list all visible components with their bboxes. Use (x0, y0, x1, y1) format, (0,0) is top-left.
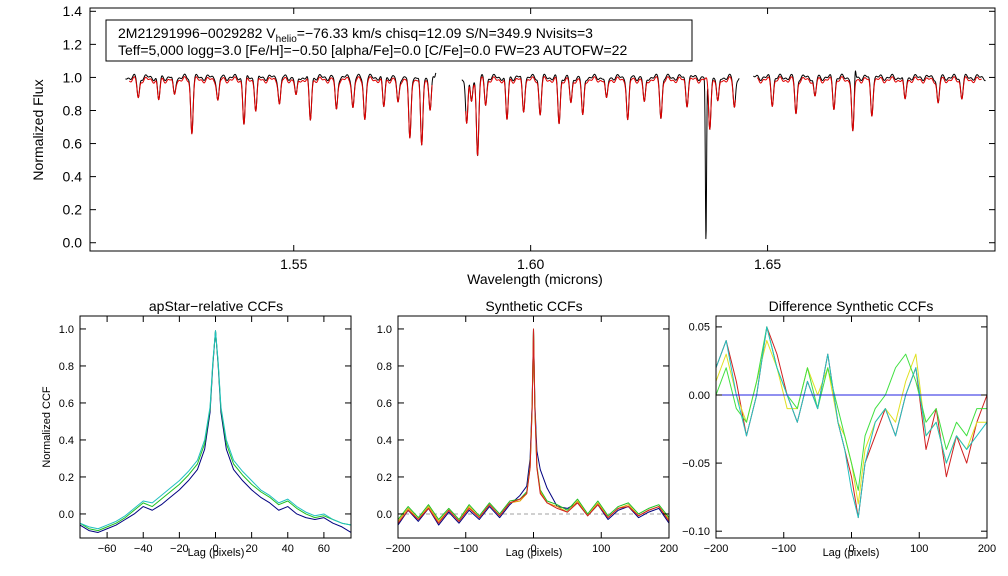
spectrum-panel: 1.55 1.60 1.65 0.0 0.2 0.4 0.6 0.8 1.0 1.2 1.4 2M2… (30, 3, 996, 287)
synthetic-ccf-ytick-label: 0.2 (377, 472, 392, 484)
apstar-ccf-xtick-label: −40 (134, 543, 153, 555)
spectrum-plot-area (125, 70, 986, 240)
spectrum-annotation-line2: Teff=5,000 logg=3.0 [Fe/H]=−0.50 [alpha/… (118, 42, 627, 58)
model-spectrum-line-chip-1 (128, 76, 433, 146)
observed-spectrum-line-chip-1 (125, 72, 437, 146)
synthetic-ccf-ticks: −200 −100 0 100 200 0.0 0.2 0.4 0.6 0.8 1.0 (377, 316, 678, 555)
synthetic-ccf-ytick-label: 1.0 (377, 324, 392, 336)
spectrum-xtick-label: 1.55 (280, 256, 307, 272)
difference-ccf-diff-4-line (715, 326, 988, 519)
apstar-ccf-ticks: −60 −40 −20 0 20 40 60 0.0 0.2 0.4 0.6 0.8 1.0 (59, 316, 351, 555)
annotation-star-id: 2M21291996−0029282 V (118, 25, 276, 41)
spectrum-x-axis-label: Wavelength (microns) (467, 271, 603, 287)
difference-ccf-ytick-label: −0.05 (682, 458, 710, 470)
apstar-ccf-axes-frame (79, 315, 352, 539)
synthetic-ccf-title: Synthetic CCFs (485, 298, 582, 314)
difference-ccf-ytick-label: 0.00 (689, 390, 710, 402)
spectrum-ytick-label: 0.6 (63, 135, 83, 151)
spectrum-xtick-label: 1.60 (517, 256, 544, 272)
synthetic-ccf-x-axis-label: Lag (pixels) (506, 547, 563, 559)
spectrum-ytick-label: 0.8 (63, 102, 83, 118)
difference-ccf-ticks: −200 −100 0 100 200 0.05 0.00 −0.05 −0.10 (682, 316, 996, 555)
synthetic-ccf-ytick-label: 0.4 (377, 435, 392, 447)
annotation-line1-values: =−76.33 km/s chisq=12.09 S/N=349.9 Nvisi… (297, 25, 593, 41)
difference-ccf-x-axis-label: Lag (pixels) (823, 547, 880, 559)
apstar-ccf-y-axis-label: Normalized CCF (41, 386, 53, 468)
spectrum-y-axis-label: Normalized Flux (30, 79, 46, 180)
apstar-ccf-ytick-label: 1.0 (59, 324, 74, 336)
synthetic-ccf-ccf-1-line (397, 328, 670, 526)
apstar-ccf-xtick-label: 20 (246, 543, 258, 555)
synthetic-ccf-ytick-label: 0.8 (377, 361, 392, 373)
apstar-ccf-xtick-label: 60 (318, 543, 330, 555)
apstar-ccf-ytick-label: 0.2 (59, 472, 74, 484)
apstar-ccf-title: apStar−relative CCFs (149, 298, 283, 314)
apstar-ccf-panel: apStar−relative CCFs −60 −40 −20 0 20 40 60 0.0… (41, 298, 352, 559)
apstar-ccf-ytick-label: 0.4 (59, 435, 74, 447)
apstar-ccf-ytick-label: 0.0 (59, 509, 74, 521)
spectrum-ticks: 1.55 1.60 1.65 0.0 0.2 0.4 0.6 0.8 1.0 1.2 1.4 (63, 3, 995, 272)
synthetic-ccf-panel: Synthetic CCFs −200 −100 0 100 200 0.0 0.2 0.4 0… (377, 298, 678, 559)
apstar-ccf-xtick-label: −20 (170, 543, 189, 555)
apstar-ccf-ytick-label: 0.8 (59, 361, 74, 373)
apstar-ccf-visit-2-line (79, 330, 352, 532)
synthetic-ccf-ytick-label: 0.0 (377, 509, 392, 521)
difference-ccf-xtick-label: 0 (848, 543, 854, 555)
model-spectrum-line-chip-3 (756, 76, 982, 132)
apstar-ccf-visit-3-line (79, 330, 352, 530)
synthetic-ccf-xtick-label: 0 (530, 543, 536, 555)
difference-ccf-xtick-label: −100 (771, 543, 796, 555)
spectrum-ytick-label: 0.2 (63, 202, 83, 218)
apstar-ccf-visit-1-line (79, 330, 352, 533)
difference-ccf-plot-area (715, 326, 988, 519)
apstar-ccf-xtick-label: −60 (98, 543, 117, 555)
difference-ccf-xtick-label: −200 (704, 543, 729, 555)
difference-ccf-xtick-label: 200 (978, 543, 996, 555)
apstar-ccf-plot-area (79, 330, 352, 533)
spectrum-annotation-line1: 2M21291996−0029282 Vhelio=−76.33 km/s ch… (118, 25, 593, 45)
difference-ccf-diff-3-line (715, 326, 987, 491)
spectrum-axes-frame (89, 7, 996, 252)
synthetic-ccf-xtick-label: −200 (386, 543, 411, 555)
annotation-vhelio-subscript: helio (276, 34, 298, 45)
apstar-ccf-xtick-label: 0 (212, 543, 218, 555)
spectrum-ytick-label: 1.2 (63, 36, 83, 52)
spectrum-ytick-label: 1.0 (63, 69, 83, 85)
spectrum-ytick-label: 0.4 (63, 169, 83, 185)
model-spectrum-line-chip-2 (465, 76, 736, 156)
apstar-ccf-ytick-label: 0.6 (59, 398, 74, 410)
synthetic-ccf-ccf-4-line (397, 328, 670, 524)
synthetic-ccf-xtick-label: −100 (453, 543, 478, 555)
spectrum-ytick-label: 0.0 (63, 235, 83, 251)
difference-ccf-title: Difference Synthetic CCFs (769, 298, 934, 314)
spectrum-annotation-box (105, 19, 693, 62)
spectrum-xtick-label: 1.65 (754, 256, 781, 272)
difference-ccf-panel: Difference Synthetic CCFs −200 −100 0 100 20… (682, 298, 996, 559)
synthetic-ccf-xtick-label: 200 (660, 543, 678, 555)
synthetic-ccf-xtick-label: 100 (592, 543, 610, 555)
spectrum-ytick-label: 1.4 (63, 3, 83, 19)
difference-ccf-ytick-label: 0.05 (689, 322, 710, 334)
apstar-ccf-x-axis-label: Lag (pixels) (188, 547, 245, 559)
difference-ccf-xtick-label: 100 (910, 543, 928, 555)
synthetic-ccf-plot-area (397, 328, 670, 526)
difference-ccf-axes-frame (715, 315, 988, 539)
apstar-ccf-xtick-label: 40 (282, 543, 294, 555)
synthetic-ccf-ytick-label: 0.6 (377, 398, 392, 410)
observed-spectrum-line-chip-3 (753, 70, 986, 132)
difference-ccf-ytick-label: −0.10 (682, 526, 710, 538)
observed-spectrum-line-chip-2 (461, 73, 740, 240)
